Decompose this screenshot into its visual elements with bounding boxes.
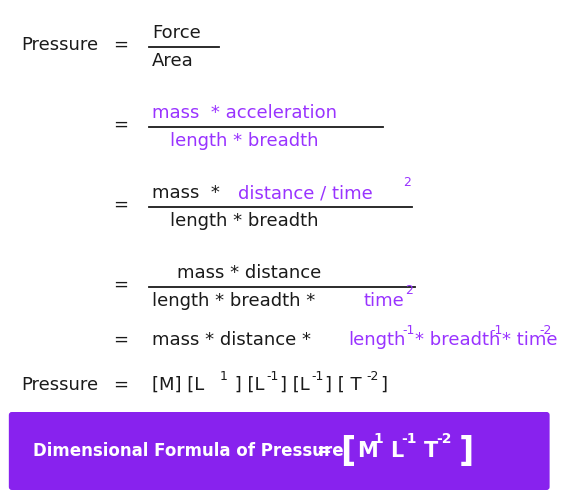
Text: -2: -2 — [436, 432, 451, 446]
Text: length: length — [348, 331, 406, 349]
Text: ]: ] — [459, 434, 473, 468]
Text: length * breadth *: length * breadth * — [152, 292, 321, 310]
Text: * breadth: * breadth — [415, 331, 501, 349]
Text: =: = — [113, 331, 128, 349]
Text: length * breadth: length * breadth — [170, 212, 318, 230]
Text: L: L — [390, 441, 403, 461]
Text: =: = — [316, 442, 331, 460]
Text: mass * distance: mass * distance — [176, 264, 321, 282]
Text: 2: 2 — [405, 284, 413, 297]
FancyBboxPatch shape — [9, 412, 550, 490]
Text: =: = — [113, 196, 128, 214]
Text: T: T — [424, 441, 438, 461]
Text: ] [L: ] [L — [280, 376, 310, 394]
Text: mass  *: mass * — [152, 184, 226, 202]
Text: 2: 2 — [403, 176, 411, 190]
Text: [: [ — [341, 434, 356, 468]
Text: =: = — [113, 36, 128, 54]
Text: -1: -1 — [402, 324, 415, 337]
Text: -1: -1 — [401, 432, 417, 446]
Text: -2: -2 — [366, 369, 378, 383]
Text: 1: 1 — [374, 432, 384, 446]
Text: M: M — [357, 441, 378, 461]
Text: * time: * time — [501, 331, 557, 349]
Text: -2: -2 — [540, 324, 552, 337]
Text: Force: Force — [152, 24, 201, 42]
Text: ]: ] — [380, 376, 387, 394]
Text: time: time — [363, 292, 404, 310]
Text: -1: -1 — [266, 369, 278, 383]
Text: 1: 1 — [220, 369, 228, 383]
Text: length * breadth: length * breadth — [170, 132, 318, 150]
Text: ] [ T: ] [ T — [325, 376, 361, 394]
Text: [M] [L: [M] [L — [152, 376, 204, 394]
Text: mass  * acceleration: mass * acceleration — [152, 104, 337, 122]
Text: =: = — [113, 116, 128, 134]
Text: distance / time: distance / time — [238, 184, 373, 202]
Text: Area: Area — [152, 52, 194, 70]
Text: Pressure: Pressure — [22, 376, 98, 394]
Text: =: = — [113, 376, 128, 394]
Text: mass * distance *: mass * distance * — [152, 331, 317, 349]
Text: -1: -1 — [490, 324, 503, 337]
Text: =: = — [113, 276, 128, 294]
Text: -1: -1 — [311, 369, 324, 383]
Text: Pressure: Pressure — [22, 36, 98, 54]
Text: Dimensional Formula of Pressure: Dimensional Formula of Pressure — [34, 442, 344, 460]
Text: ] [L: ] [L — [229, 376, 264, 394]
